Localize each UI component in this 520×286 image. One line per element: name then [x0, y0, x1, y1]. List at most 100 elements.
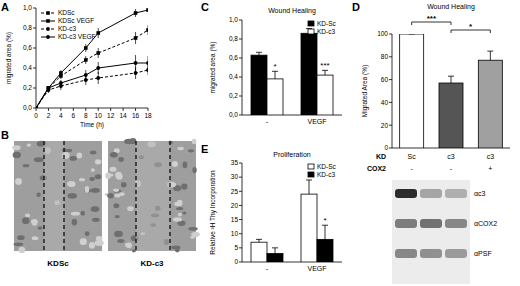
wound: [44, 141, 64, 251]
cell: [38, 226, 43, 230]
legend-label: KD-c3 VEGF: [58, 33, 96, 40]
y-tick: [389, 79, 392, 80]
bar: [267, 79, 283, 115]
y-axis-label: Migrated Area (%): [361, 65, 369, 117]
cell: [77, 152, 83, 158]
x-tick: [110, 108, 111, 111]
bar: [301, 194, 317, 262]
panel-letter: C: [201, 1, 209, 13]
condition-cell: -: [410, 165, 413, 172]
cell: [121, 182, 127, 187]
cell: [17, 235, 25, 240]
cell: [127, 206, 134, 211]
blot-band: [445, 219, 467, 228]
marks: [251, 29, 333, 115]
significance: ***: [427, 14, 437, 23]
y-tick: [239, 233, 242, 234]
cell: [23, 164, 30, 167]
condition-label: COX2: [367, 165, 386, 172]
marker: [134, 11, 138, 15]
y-tick: [239, 39, 242, 40]
y-tick: [239, 77, 242, 78]
cell: [178, 213, 182, 217]
blot-band: [420, 249, 442, 258]
error-bar: [409, 34, 415, 35]
condition-cell: c3: [487, 153, 495, 160]
x-tick: [135, 108, 136, 111]
y-tick-label: 0,0: [229, 111, 238, 118]
cell: [85, 186, 89, 193]
y-tick-label: 25: [231, 188, 239, 195]
legend-swatch: [308, 164, 314, 169]
y-tick: [239, 219, 242, 220]
cell: [15, 178, 22, 185]
marker: [134, 36, 138, 40]
x-tick: [85, 108, 86, 111]
panel-letter: A: [1, 1, 9, 13]
legend-swatch: [308, 172, 314, 177]
cell: [113, 189, 122, 192]
legend-label: KD-c3: [58, 25, 76, 32]
title: Wound Healing: [268, 7, 316, 15]
cell: [188, 227, 198, 231]
legend-marker: [46, 19, 50, 23]
bar: [251, 55, 267, 115]
cell: [191, 232, 200, 237]
x-tick-label: 0: [34, 112, 38, 119]
legend-swatch: [308, 29, 314, 34]
legend-label: KDSc: [58, 9, 75, 16]
legend-label: KD-c3: [317, 28, 335, 35]
y-tick-label: 0,4: [229, 73, 238, 80]
error-bar: [272, 248, 278, 254]
bar: [439, 83, 463, 148]
cell: [114, 194, 121, 198]
cell: [110, 152, 118, 158]
y-tick-label: 0,6: [229, 54, 238, 61]
cell: [115, 215, 120, 218]
x-tick-label: -: [266, 118, 269, 125]
cell: [91, 168, 95, 172]
y-tick: [239, 191, 242, 192]
error-bar: [256, 239, 262, 242]
cell: [67, 181, 76, 187]
legend-swatch: [308, 21, 314, 26]
panel-2: 020406080100Migrated Area (%)DWound Heal…: [352, 1, 510, 284]
wound: [136, 141, 170, 251]
y-tick-label: 60: [381, 76, 389, 83]
y-tick: [389, 56, 392, 57]
cell: [91, 188, 100, 193]
x-tick: [60, 108, 61, 111]
x-tick-label: 4: [59, 112, 63, 119]
y-tick-label: 0,0: [23, 104, 32, 111]
y-tick-label: 0,6: [23, 44, 32, 51]
wound-edge: [43, 141, 44, 251]
marks: [251, 180, 333, 262]
cell: [25, 214, 30, 218]
condition-cell: Sc: [408, 153, 417, 160]
cell: [110, 167, 117, 172]
legend-marker: [46, 11, 50, 15]
cell: [19, 247, 26, 253]
error-bar: [448, 76, 454, 83]
cell: [12, 145, 20, 150]
y-tick-label: 10: [231, 230, 239, 237]
y-tick: [239, 115, 242, 116]
x-tick-label: -: [266, 265, 269, 272]
cell: [192, 139, 197, 145]
error-bar: [256, 52, 262, 55]
title: Wound Healing: [427, 3, 475, 11]
image-label: KDSc: [47, 259, 69, 268]
marker: [47, 86, 51, 90]
significance: *: [469, 22, 473, 31]
marker: [36, 106, 38, 108]
image-label: KD-c3: [140, 259, 164, 268]
micrograph: [108, 141, 196, 251]
y-tick: [239, 163, 242, 164]
cell: [79, 178, 85, 181]
blot-label: αc3: [474, 190, 486, 197]
y-tick: [389, 148, 392, 149]
y-axis: [392, 34, 393, 148]
cell: [188, 149, 194, 152]
cell: [172, 161, 178, 167]
condition-cell: -: [450, 165, 453, 172]
